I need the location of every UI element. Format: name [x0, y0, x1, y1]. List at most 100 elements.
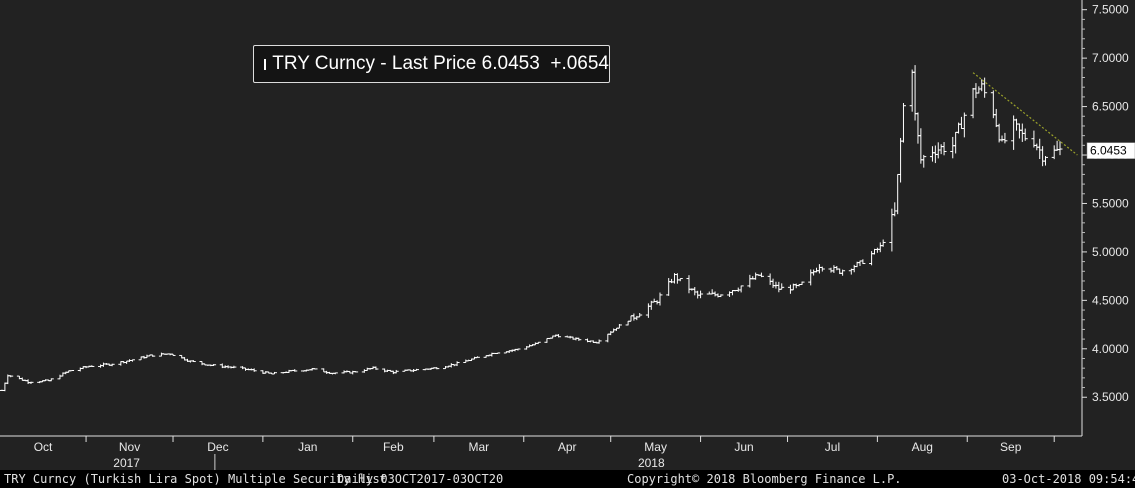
y-axis: 3.50004.00004.50005.00005.50006.00006.50…	[1081, 0, 1129, 436]
price-bar	[898, 137, 904, 183]
price-bar	[631, 313, 637, 321]
last-price-tag: 6.0453	[1086, 142, 1135, 159]
price-bar	[414, 368, 420, 371]
price-bar	[332, 372, 338, 375]
x-axis: Oct Nov Dec Jan Feb Mar Apr May Jun Jul Aug Sep 2017…	[0, 435, 1082, 470]
price-bar	[158, 352, 164, 357]
y-tick-label: 3.5000	[1092, 390, 1129, 404]
price-bar	[851, 264, 857, 273]
x-year-label: 2018	[638, 456, 665, 470]
price-bar	[129, 359, 135, 362]
price-bar	[1011, 115, 1017, 150]
last-price-tag-box	[1086, 142, 1135, 159]
price-bar	[515, 348, 521, 351]
legend-separator: -	[375, 53, 392, 74]
price-bar	[353, 371, 359, 373]
price-bar	[666, 278, 672, 296]
price-bar	[909, 69, 915, 112]
price-bar	[1022, 128, 1028, 141]
price-bar	[1051, 145, 1057, 160]
price-bar	[231, 365, 237, 369]
price-bar	[799, 281, 805, 286]
price-bar	[982, 77, 988, 98]
price-bar	[892, 202, 898, 217]
x-month-label: Sep	[1000, 440, 1022, 454]
price-bar	[364, 367, 370, 371]
legend-change: +.0654	[550, 53, 609, 74]
y-tick-label: 7.0000	[1092, 51, 1129, 65]
price-bar	[495, 352, 501, 354]
price-bar	[100, 362, 106, 367]
price-bar	[973, 83, 979, 99]
price-bar	[69, 369, 75, 372]
price-bar	[718, 294, 724, 298]
price-bar	[941, 142, 947, 156]
price-bar	[48, 378, 54, 382]
price-bar	[605, 333, 611, 343]
price-bar	[976, 86, 982, 94]
price-bar	[950, 136, 956, 159]
trendline[interactable]	[972, 72, 1078, 156]
price-bar	[747, 274, 753, 288]
price-bar	[669, 278, 675, 284]
price-bar	[556, 334, 562, 338]
x-month-label: Jan	[298, 440, 317, 454]
price-chart[interactable]: 3.50004.00004.50005.00005.50006.00006.50…	[0, 0, 1135, 470]
price-bar	[677, 278, 683, 282]
price-bar	[611, 328, 617, 333]
price-bar	[674, 273, 680, 284]
price-bar	[840, 269, 846, 276]
legend-series-name: TRY Curncy	[272, 53, 375, 74]
y-tick-label: 5.0000	[1092, 245, 1129, 259]
price-bar	[828, 267, 834, 273]
price-bar	[877, 242, 883, 253]
price-bar	[211, 363, 217, 367]
price-bar	[170, 353, 176, 356]
price-bar	[8, 375, 14, 378]
price-bar	[816, 264, 822, 274]
price-bar	[814, 267, 820, 273]
price-bar	[753, 272, 759, 280]
price-bar	[860, 259, 866, 265]
price-bar	[953, 131, 959, 154]
price-bar	[645, 303, 651, 318]
price-bar	[28, 381, 34, 385]
price-bar	[1037, 138, 1043, 159]
footer-timestamp: 03-Oct-2018 09:54:40	[1002, 472, 1135, 486]
price-bar	[686, 275, 692, 294]
price-bar	[628, 315, 634, 322]
price-bar	[970, 87, 976, 119]
price-bar	[393, 369, 399, 374]
status-footer: TRY Curncy (Turkish Lira Spot) Multiple …	[0, 470, 1135, 488]
price-bar	[692, 286, 698, 296]
price-bar	[712, 291, 718, 297]
price-bar	[1043, 156, 1049, 166]
y-tick-label: 7.5000	[1092, 3, 1129, 17]
price-bar	[895, 173, 901, 215]
price-bar	[474, 356, 480, 359]
price-bar	[787, 284, 793, 294]
y-tick-label: 4.5000	[1092, 293, 1129, 307]
price-bar	[57, 374, 63, 380]
price-bar	[874, 247, 880, 253]
price-bar	[776, 281, 782, 293]
x-month-label: May	[644, 440, 667, 454]
price-bar	[434, 367, 440, 370]
footer-security: TRY Curncy (Turkish Lira Spot) Multiple …	[4, 472, 387, 486]
price-bar	[2, 382, 8, 392]
x-month-label: Jun	[734, 440, 753, 454]
price-bar	[657, 292, 663, 306]
price-bar	[616, 324, 622, 329]
price-bar	[25, 379, 31, 385]
price-bar	[918, 128, 924, 164]
price-bar	[808, 269, 814, 286]
x-year-label: 2017	[113, 456, 140, 470]
price-bar	[1040, 146, 1046, 167]
price-bar	[1016, 123, 1022, 139]
price-bar	[698, 290, 704, 299]
price-bar	[900, 103, 906, 143]
price-bar	[576, 337, 582, 341]
price-bar	[271, 371, 277, 375]
price-bar	[834, 266, 840, 271]
